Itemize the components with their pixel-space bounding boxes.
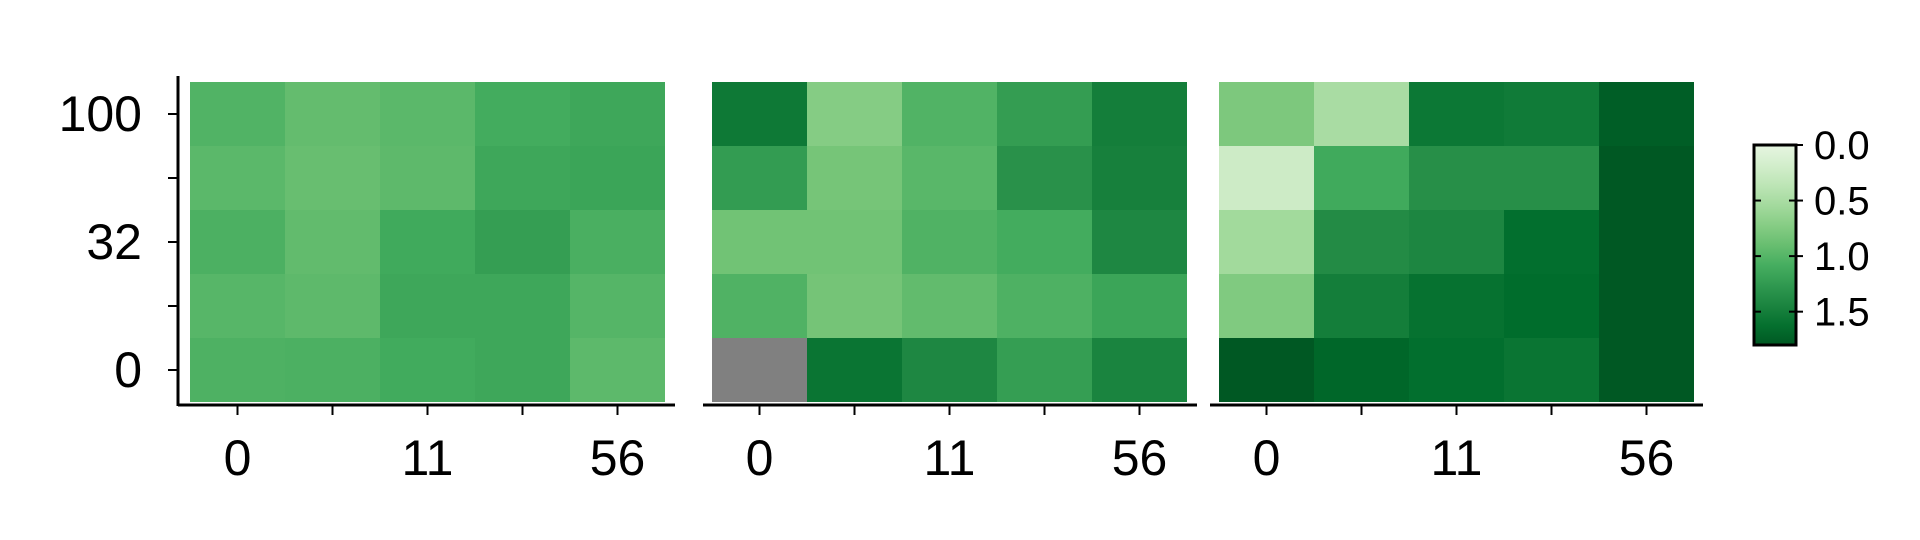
heatmap-cell [1409, 82, 1504, 146]
heatmap-cell [1504, 274, 1599, 338]
heatmap-cell [1599, 210, 1694, 274]
heatmap-cell [712, 146, 807, 210]
heatmap-cell [1219, 146, 1314, 210]
heatmap-cell [902, 146, 997, 210]
heatmap-cell [902, 210, 997, 274]
colorbar-tick-label: 0.0 [1814, 124, 1870, 168]
heatmap-cell [475, 338, 570, 402]
x-tick-label: 0 [746, 430, 774, 486]
heatmap-cell [1504, 82, 1599, 146]
heatmap-cell [712, 338, 807, 402]
colorbar-tick-label: 1.0 [1814, 235, 1870, 279]
heatmap-cell [997, 338, 1092, 402]
heatmap-cell [902, 82, 997, 146]
heatmap-cell [807, 82, 902, 146]
heatmap-cell [997, 82, 1092, 146]
heatmap-cell [1219, 82, 1314, 146]
x-tick-label: 56 [1112, 430, 1168, 486]
y-tick-label: 100 [59, 86, 142, 142]
heatmap-cell [997, 210, 1092, 274]
heatmap-panels: 0 11 56 0 11 56 0 11 56 100 32 0 [59, 76, 1703, 486]
heatmap-cell [1599, 338, 1694, 402]
heatmap-cell [1599, 146, 1694, 210]
heatmap-cell [1409, 274, 1504, 338]
heatmap-cell [285, 274, 380, 338]
heatmap-cell [712, 82, 807, 146]
heatmap-cell [570, 146, 665, 210]
heatmap-cell [190, 146, 285, 210]
heatmap-cell [190, 338, 285, 402]
heatmap-panel: 0 11 56 [1210, 82, 1703, 486]
x-tick-label: 11 [402, 430, 454, 486]
heatmap-cell [712, 274, 807, 338]
heatmap-cell [1504, 210, 1599, 274]
heatmap-cell [902, 338, 997, 402]
x-tick-label: 56 [1619, 430, 1675, 486]
heatmap-cell [190, 210, 285, 274]
colorbar-tick-label: 1.5 [1814, 291, 1870, 335]
heatmap-cell [807, 338, 902, 402]
heatmap-cell [285, 210, 380, 274]
heatmap-cell [1219, 338, 1314, 402]
heatmap-cell [712, 210, 807, 274]
heatmap-cell [1219, 210, 1314, 274]
heatmap-cell [285, 338, 380, 402]
heatmap-cell [1599, 274, 1694, 338]
heatmap-cell [1092, 82, 1187, 146]
heatmap-panel: 0 11 56 [178, 82, 675, 486]
heatmap-cell [807, 274, 902, 338]
heatmap-cell [1092, 274, 1187, 338]
heatmap-cell [807, 210, 902, 274]
y-tick-label: 32 [86, 214, 142, 270]
heatmap-cell [380, 210, 475, 274]
colorbar: 0.0 0.5 1.0 1.5 [1752, 124, 1870, 347]
heatmap-cell [570, 274, 665, 338]
heatmap-cell [1219, 274, 1314, 338]
heatmap-cell [190, 274, 285, 338]
heatmap-cell [1599, 82, 1694, 146]
x-tick-label: 56 [590, 430, 646, 486]
heatmap-cell [570, 82, 665, 146]
heatmap-cell [807, 146, 902, 210]
y-axis: 100 32 0 [59, 76, 180, 406]
heatmap-cell [1409, 338, 1504, 402]
heatmap-cell [285, 146, 380, 210]
heatmap-cell [1409, 210, 1504, 274]
heatmap-cell [1409, 146, 1504, 210]
heatmap-cell [997, 146, 1092, 210]
heatmap-panel: 0 11 56 [703, 82, 1197, 486]
colorbar-tick-label: 0.5 [1814, 180, 1870, 224]
x-tick-label: 0 [224, 430, 252, 486]
heatmap-cell [1092, 210, 1187, 274]
heatmap-cell [475, 146, 570, 210]
heatmap-cell [1504, 146, 1599, 210]
heatmap-cell [1314, 210, 1409, 274]
heatmap-cell [1314, 146, 1409, 210]
heatmap-cell [570, 210, 665, 274]
x-tick-label: 0 [1253, 430, 1281, 486]
heatmap-cell [475, 210, 570, 274]
y-tick-label: 0 [114, 342, 142, 398]
heatmap-cell [1314, 338, 1409, 402]
heatmap-cell [380, 82, 475, 146]
heatmap-cell [475, 274, 570, 338]
colorbar-bar [1752, 143, 1798, 347]
x-tick-label: 11 [924, 430, 976, 486]
heatmap-cell [380, 338, 475, 402]
heatmap-cell [902, 274, 997, 338]
x-tick-label: 11 [1431, 430, 1483, 486]
heatmap-cell [285, 82, 380, 146]
heatmap-cell [1314, 82, 1409, 146]
heatmap-cell [380, 146, 475, 210]
heatmap-cell [1314, 274, 1409, 338]
heatmap-cell [1092, 338, 1187, 402]
heatmap-cell [997, 274, 1092, 338]
heatmap-cell [1092, 146, 1187, 210]
heatmap-cell [1504, 338, 1599, 402]
heatmap-cell [380, 274, 475, 338]
heatmap-cell [475, 82, 570, 146]
heatmap-cell [570, 338, 665, 402]
heatmap-cell [190, 82, 285, 146]
